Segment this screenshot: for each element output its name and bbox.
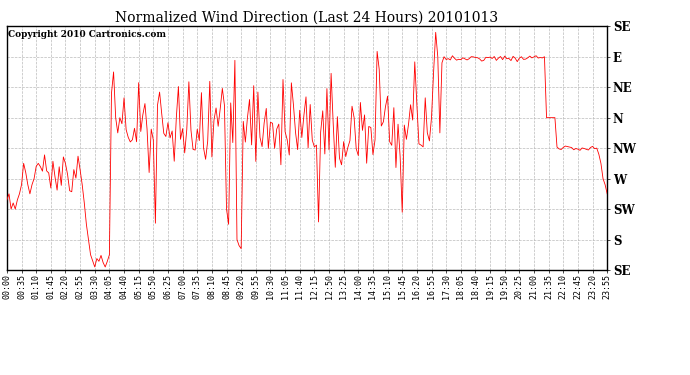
Title: Normalized Wind Direction (Last 24 Hours) 20101013: Normalized Wind Direction (Last 24 Hours… xyxy=(115,11,499,25)
Text: Copyright 2010 Cartronics.com: Copyright 2010 Cartronics.com xyxy=(8,30,166,39)
